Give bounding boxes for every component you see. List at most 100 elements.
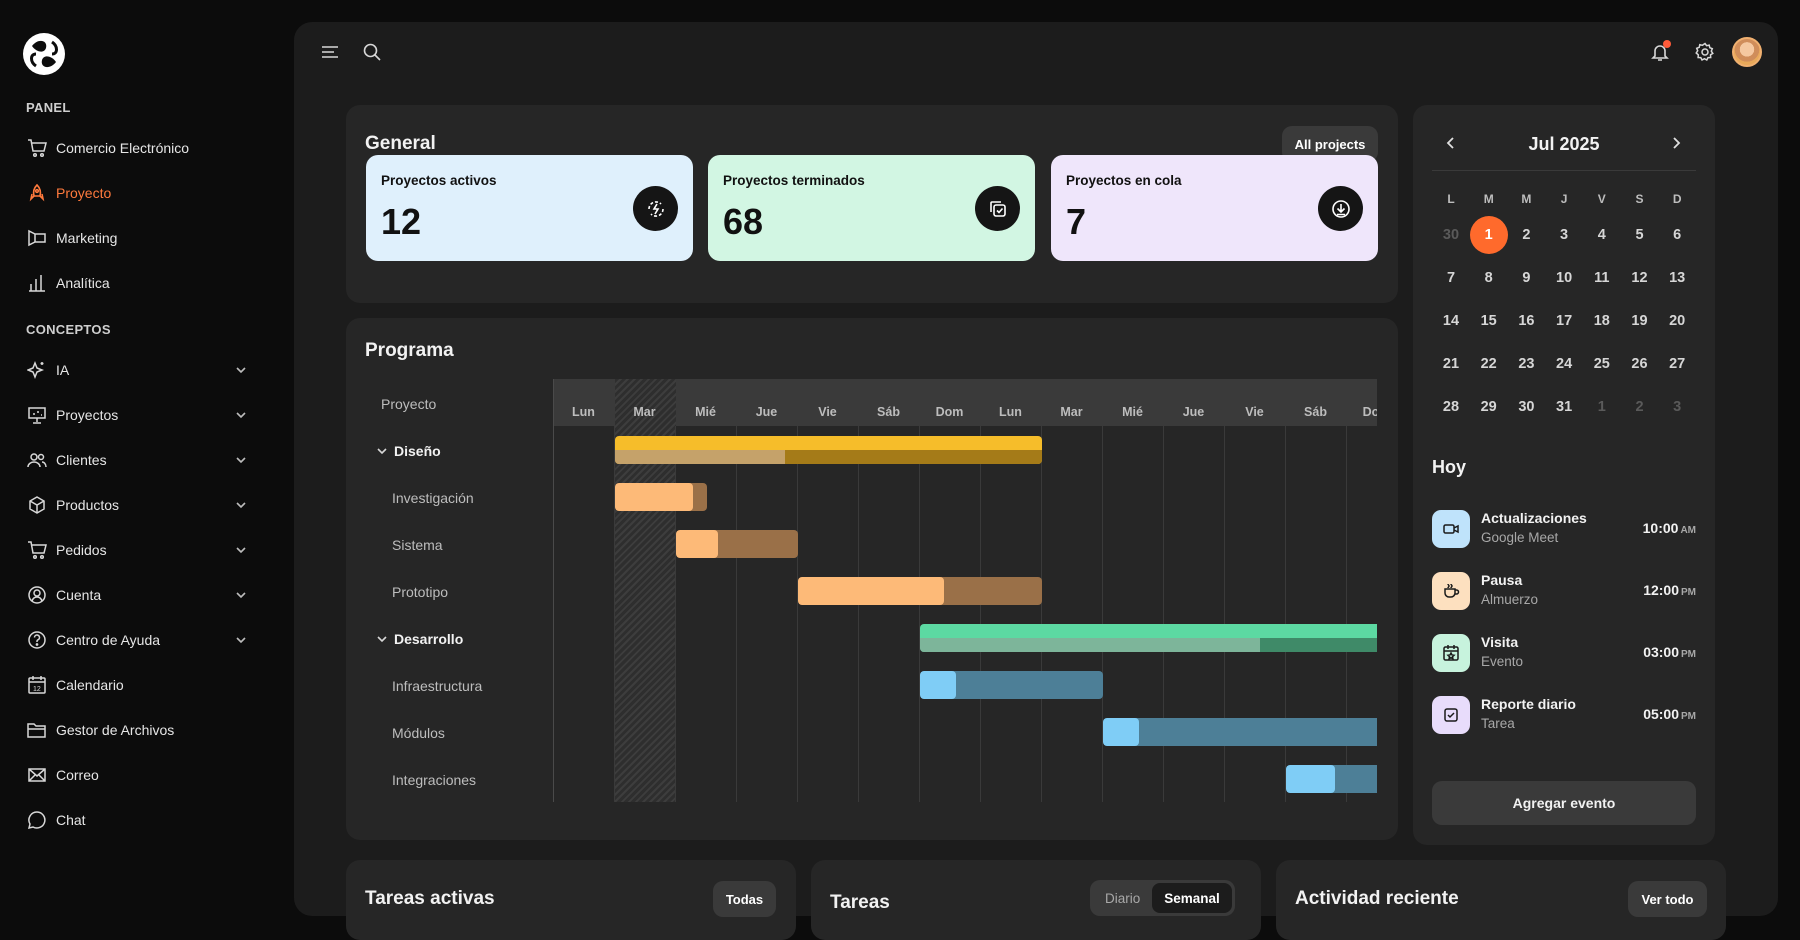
gantt-bar-diseno[interactable]	[615, 436, 1042, 464]
calendar-day[interactable]: 2	[1635, 399, 1644, 415]
chevron-down-icon	[236, 367, 246, 374]
notifications-button[interactable]	[1646, 38, 1674, 66]
add-event-button[interactable]: Agregar evento	[1432, 781, 1696, 825]
sidebar-item-marketing[interactable]: Marketing	[26, 221, 248, 255]
calendar-day[interactable]: 30	[1518, 399, 1535, 415]
menu-toggle-button[interactable]	[316, 38, 344, 66]
gantt-row-sistema[interactable]: Sistema	[392, 537, 443, 553]
next-month-button[interactable]	[1662, 129, 1690, 157]
prev-month-button[interactable]	[1437, 129, 1465, 157]
calendar-day[interactable]: 7	[1446, 270, 1456, 286]
sidebar-item-pedidos[interactable]: Pedidos	[26, 533, 248, 567]
sidebar-item-proyecto[interactable]: Proyecto	[26, 176, 248, 210]
calendar-day[interactable]: 24	[1556, 356, 1573, 372]
gantt-bar-prototipo[interactable]	[798, 577, 1042, 605]
user-avatar[interactable]	[1732, 37, 1762, 67]
calendar-day[interactable]: 16	[1518, 313, 1535, 329]
sidebar-item-chat[interactable]: Chat	[26, 803, 248, 837]
calendar-day[interactable]: 17	[1556, 313, 1573, 329]
gantt-bar-investigacion[interactable]	[615, 483, 707, 511]
calendar-day[interactable]: 19	[1631, 313, 1648, 329]
calendar-day[interactable]: 30	[1442, 227, 1460, 243]
actividad-title: Actividad reciente	[1295, 888, 1459, 909]
calendar-day[interactable]: 12	[1631, 270, 1648, 286]
gantt-bar-integraciones[interactable]	[1286, 765, 1377, 793]
gantt-day-label: Mié	[1122, 405, 1143, 419]
calendar-day[interactable]: 26	[1631, 356, 1648, 372]
calendar-day[interactable]: 6	[1673, 227, 1682, 243]
gantt-row-desarrollo[interactable]: Desarrollo	[376, 631, 463, 647]
calendar-day[interactable]: 25	[1593, 356, 1610, 372]
calendar-day[interactable]: 20	[1669, 313, 1686, 329]
calendar-day[interactable]: 2	[1522, 227, 1531, 243]
gantt-gridline	[1346, 426, 1347, 802]
ver-todo-button[interactable]: Ver todo	[1628, 881, 1707, 917]
calendar-day[interactable]: 3	[1560, 227, 1569, 243]
event-item[interactable]: Reporte diario Tarea 05:00 PM	[1432, 694, 1696, 738]
gantt-bar-infraestructura[interactable]	[920, 671, 1103, 699]
calendar-day[interactable]: 10	[1556, 270, 1573, 286]
sidebar-item-proyectos[interactable]: Proyectos	[26, 398, 248, 432]
brand-logo[interactable]	[22, 32, 66, 76]
calendar-day[interactable]: 21	[1442, 356, 1460, 372]
gantt-bar-desarrollo[interactable]	[920, 624, 1377, 652]
calendar-day-today[interactable]: 1	[1469, 216, 1508, 254]
calendar-day[interactable]: 3	[1673, 399, 1682, 415]
settings-button[interactable]	[1691, 38, 1719, 66]
event-item[interactable]: Pausa Almuerzo 12:00 PM	[1432, 570, 1696, 614]
gantt-row-diseno[interactable]: Diseño	[376, 443, 441, 459]
sidebar-item-ayuda[interactable]: Centro de Ayuda	[26, 623, 248, 657]
gantt-bar-modulos[interactable]	[1103, 718, 1377, 746]
calendar-star-icon	[1432, 634, 1470, 672]
gantt-bar-progress	[1286, 765, 1335, 793]
calendar-day[interactable]: 27	[1669, 356, 1686, 372]
calendar-day[interactable]: 9	[1522, 270, 1531, 286]
stat-card-terminados[interactable]: Proyectos terminados 68	[708, 155, 1035, 261]
calendar-day[interactable]: 28	[1442, 399, 1460, 415]
calendar-day[interactable]: 13	[1669, 270, 1686, 286]
sidebar-item-analitica[interactable]: Analítica	[26, 266, 248, 300]
calendar-day[interactable]: 29	[1480, 399, 1497, 415]
calendar-day[interactable]: 18	[1593, 313, 1610, 329]
sidebar-item-ia[interactable]: IA	[26, 353, 248, 387]
gantt-day-label: Dom	[935, 405, 964, 419]
calendar-day[interactable]: 5	[1635, 227, 1644, 243]
calendar-day[interactable]: 11	[1594, 270, 1610, 286]
calendar-day[interactable]: 1	[1597, 399, 1606, 415]
gantt-gridline	[797, 426, 798, 802]
tab-semanal[interactable]: Semanal	[1152, 883, 1232, 913]
calendar-day[interactable]: 4	[1597, 227, 1606, 243]
calendar-day[interactable]: 31	[1556, 399, 1573, 415]
search-button[interactable]	[358, 38, 386, 66]
sidebar-item-cuenta[interactable]: Cuenta	[26, 578, 248, 612]
calendar-day[interactable]: 22	[1480, 356, 1497, 372]
calendar-day[interactable]: 14	[1442, 313, 1460, 329]
stat-card-activos[interactable]: Proyectos activos 12	[366, 155, 693, 261]
tareas-period-toggle: Diario Semanal	[1090, 880, 1235, 916]
gantt-row-modulos[interactable]: Módulos	[392, 725, 445, 741]
gantt-gridline	[614, 426, 615, 802]
gantt-row-infraestructura[interactable]: Infraestructura	[392, 678, 483, 694]
cart-icon	[26, 137, 48, 159]
calendar-day[interactable]: 15	[1480, 313, 1497, 329]
gantt-bar-sistema[interactable]	[676, 530, 798, 558]
calendar-day[interactable]: 8	[1484, 270, 1493, 286]
gantt-row-prototipo[interactable]: Prototipo	[392, 584, 449, 600]
gantt-row-integraciones[interactable]: Integraciones	[392, 772, 477, 788]
event-time-ampm: AM	[1680, 525, 1696, 536]
mail-icon	[26, 764, 48, 786]
stat-card-en-cola[interactable]: Proyectos en cola 7	[1051, 155, 1378, 261]
todas-button[interactable]: Todas	[713, 881, 776, 917]
calendar-day[interactable]: 23	[1518, 356, 1535, 372]
sidebar-item-correo[interactable]: Correo	[26, 758, 248, 792]
chevron-down-icon	[377, 636, 387, 643]
sidebar-item-archivos[interactable]: Gestor de Archivos	[26, 713, 248, 747]
sidebar-item-calendario[interactable]: 12 Calendario	[26, 668, 248, 702]
gantt-row-investigacion[interactable]: Investigación	[392, 490, 474, 506]
event-item[interactable]: Visita Evento 03:00 PM	[1432, 632, 1696, 676]
sidebar-item-productos[interactable]: Productos	[26, 488, 248, 522]
tab-diario[interactable]: Diario	[1105, 890, 1141, 906]
sidebar-item-clientes[interactable]: Clientes	[26, 443, 248, 477]
event-item[interactable]: Actualizaciones Google Meet 10:00 AM	[1432, 508, 1696, 552]
sidebar-item-comercio[interactable]: Comercio Electrónico	[26, 131, 248, 165]
